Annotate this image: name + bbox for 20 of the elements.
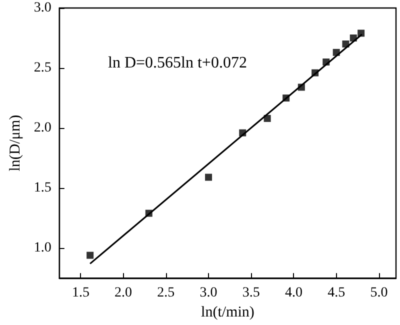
- point: [86, 252, 94, 259]
- y-tick-label: 2.5: [34, 60, 52, 76]
- x-tick-label: 2.5: [157, 286, 175, 301]
- x-tick-label: 2.0: [114, 286, 132, 301]
- x-tick-label: 3.5: [242, 286, 260, 301]
- x-tick-label: 4.0: [284, 286, 302, 301]
- point: [264, 114, 271, 122]
- x-tick-label: 4.5: [328, 286, 346, 301]
- y-tick-label: 1.5: [34, 180, 52, 196]
- x-axis-title: ln(t/min): [201, 304, 254, 320]
- y-axis-title: ln(D/μm): [8, 114, 24, 172]
- x-tick-label: 3.0: [200, 286, 218, 301]
- x-tick-label: 1.5: [72, 286, 90, 301]
- y-tick-label: 1.0: [34, 240, 52, 256]
- y-tick-label: 3.0: [34, 0, 52, 16]
- point: [205, 174, 212, 181]
- x-tick-label: 5.0: [370, 286, 388, 301]
- y-tick-label: 2.0: [34, 120, 52, 136]
- annotation: ln D=0.565ln t+0.072: [108, 54, 247, 72]
- point: [358, 30, 365, 37]
